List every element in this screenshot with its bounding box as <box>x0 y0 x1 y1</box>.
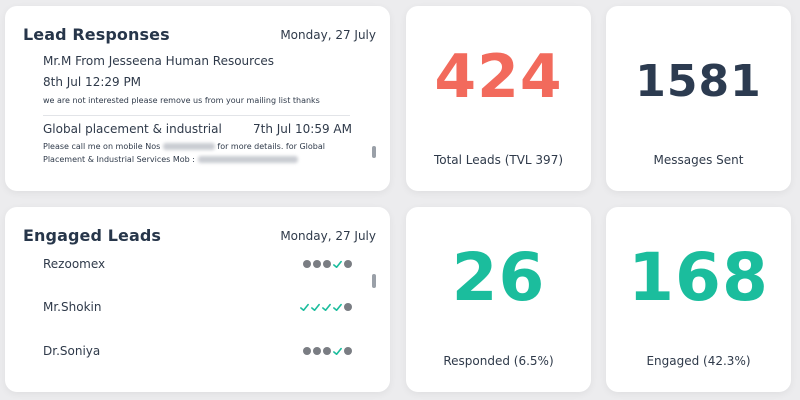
engaged-leads-card: Engaged Leads Monday, 27 July Rezoomex M… <box>5 207 390 392</box>
response-message: we are not interested please remove us f… <box>43 96 320 105</box>
lead-responses-scrollbar[interactable] <box>372 146 376 158</box>
lead-status-indicators <box>300 303 352 312</box>
status-dot <box>303 347 311 355</box>
lead-responses-card: Lead Responses Monday, 27 July Mr.M From… <box>5 6 390 191</box>
status-dot <box>323 260 331 268</box>
response-sender: Global placement & industrial <box>43 122 222 136</box>
check-icon <box>333 260 342 269</box>
lead-name: Rezoomex <box>43 257 106 271</box>
total-leads-label: Total Leads (TVL 397) <box>433 153 564 167</box>
check-icon <box>333 347 342 356</box>
messages-sent-card[interactable]: 1581 Messages Sent <box>606 6 791 191</box>
total-leads-value: 424 <box>434 42 563 112</box>
lead-responses-date: Monday, 27 July <box>280 28 376 42</box>
response-item[interactable]: Global placement & industrial 7th Jul 10… <box>43 122 352 166</box>
responded-label: Responded (6.5%) <box>443 354 554 368</box>
check-icon <box>311 303 320 312</box>
status-dot <box>313 347 321 355</box>
response-divider <box>43 115 350 116</box>
engaged-leads-scrollbar[interactable] <box>372 274 376 288</box>
lead-name: Dr.Soniya <box>43 344 101 358</box>
engaged-leads-title: Engaged Leads <box>23 226 162 245</box>
engaged-label: Engaged (42.3%) <box>646 354 751 368</box>
redacted-phone <box>162 143 215 150</box>
response-sender: Mr.M From Jesseena Human Resources <box>43 54 275 68</box>
response-item[interactable]: Mr.M From Jesseena Human Resources 8th J… <box>43 54 352 108</box>
lead-row[interactable]: Rezoomex <box>43 255 352 273</box>
engaged-card[interactable]: 168 Engaged (42.3%) <box>606 207 791 392</box>
lead-status-indicators <box>303 260 352 269</box>
messages-sent-value: 1581 <box>635 56 762 107</box>
engaged-leads-date: Monday, 27 July <box>280 229 376 243</box>
total-leads-card[interactable]: 424 Total Leads (TVL 397) <box>406 6 591 191</box>
check-icon <box>300 303 309 312</box>
engaged-value: 168 <box>628 239 769 316</box>
responded-value: 26 <box>451 239 546 316</box>
check-icon <box>322 303 331 312</box>
status-dot <box>323 347 331 355</box>
redacted-phone <box>197 155 298 163</box>
lead-responses-title: Lead Responses <box>23 25 170 44</box>
status-dot <box>303 260 311 268</box>
lead-row[interactable]: Dr.Soniya <box>43 342 352 360</box>
status-dot <box>344 347 352 355</box>
lead-row[interactable]: Mr.Shokin <box>43 298 352 316</box>
response-message-part: Please call me on mobile Nos <box>43 142 161 151</box>
response-message-part: for more details. for Global <box>217 142 325 151</box>
check-icon <box>333 303 342 312</box>
status-dot <box>344 303 352 311</box>
response-time: 8th Jul 12:29 PM <box>43 75 142 89</box>
status-dot <box>313 260 321 268</box>
lead-status-indicators <box>303 347 352 356</box>
response-time: 7th Jul 10:59 AM <box>252 122 352 136</box>
status-dot <box>344 260 352 268</box>
responded-card[interactable]: 26 Responded (6.5%) <box>406 207 591 392</box>
response-message: Please call me on mobile Nos for more de… <box>43 141 352 166</box>
messages-sent-label: Messages Sent <box>653 153 744 167</box>
lead-name: Mr.Shokin <box>43 300 102 314</box>
response-message-part: Placement & Industrial Services Mob : <box>43 154 195 164</box>
